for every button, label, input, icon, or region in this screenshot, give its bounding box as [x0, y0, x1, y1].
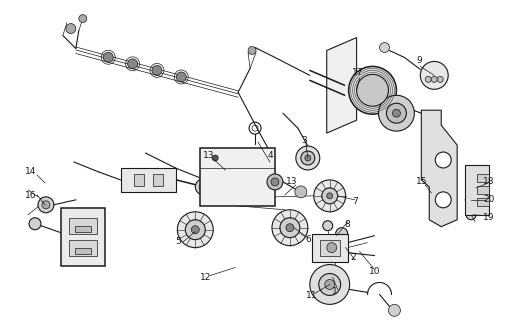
Circle shape — [465, 196, 473, 204]
Circle shape — [280, 218, 300, 238]
Circle shape — [336, 228, 348, 240]
Text: 9: 9 — [416, 56, 422, 65]
Text: 2: 2 — [351, 253, 357, 262]
Circle shape — [271, 178, 279, 186]
Circle shape — [29, 218, 41, 230]
Circle shape — [437, 76, 443, 82]
Bar — [75, 226, 91, 232]
Bar — [69, 218, 97, 234]
Text: 11: 11 — [306, 291, 317, 300]
Polygon shape — [421, 110, 457, 227]
Text: 6: 6 — [305, 235, 311, 244]
Bar — [75, 248, 91, 253]
Circle shape — [393, 109, 400, 117]
Text: 20: 20 — [484, 195, 495, 204]
Circle shape — [66, 24, 76, 34]
Text: 15: 15 — [416, 177, 427, 187]
Circle shape — [79, 15, 87, 23]
Bar — [69, 240, 97, 256]
Bar — [61, 208, 105, 266]
Circle shape — [152, 65, 162, 76]
Circle shape — [310, 265, 350, 304]
Text: 13: 13 — [203, 150, 214, 160]
Circle shape — [325, 279, 335, 289]
Bar — [200, 148, 275, 206]
Circle shape — [195, 179, 211, 195]
Circle shape — [466, 210, 476, 220]
Circle shape — [103, 52, 113, 62]
Circle shape — [199, 183, 207, 191]
Circle shape — [435, 192, 451, 208]
Text: 17: 17 — [352, 68, 363, 77]
Circle shape — [185, 220, 205, 240]
Circle shape — [323, 221, 333, 231]
Circle shape — [305, 155, 311, 161]
Bar — [133, 174, 143, 186]
Text: 10: 10 — [369, 267, 380, 276]
Circle shape — [301, 151, 315, 165]
Circle shape — [286, 224, 294, 232]
Bar — [477, 198, 489, 206]
Polygon shape — [327, 37, 357, 133]
Circle shape — [435, 152, 451, 168]
Circle shape — [322, 188, 338, 204]
Text: 8: 8 — [345, 220, 351, 229]
Bar — [153, 174, 163, 186]
Circle shape — [327, 193, 333, 199]
Text: 5: 5 — [176, 237, 181, 246]
Bar — [121, 168, 176, 192]
Circle shape — [212, 155, 218, 161]
Text: 12: 12 — [199, 273, 211, 282]
Text: 13: 13 — [286, 177, 298, 187]
Circle shape — [357, 74, 388, 106]
Circle shape — [267, 174, 283, 190]
Text: 3: 3 — [301, 136, 307, 145]
Circle shape — [388, 304, 400, 316]
Circle shape — [38, 197, 54, 213]
Bar — [477, 174, 489, 182]
Circle shape — [379, 95, 414, 131]
Circle shape — [296, 146, 320, 170]
Circle shape — [421, 61, 448, 89]
Circle shape — [349, 67, 396, 114]
Bar — [477, 186, 489, 194]
Text: 16: 16 — [25, 191, 37, 200]
Circle shape — [248, 46, 256, 54]
Circle shape — [127, 59, 138, 69]
Text: 19: 19 — [484, 213, 495, 222]
Text: 14: 14 — [25, 167, 37, 176]
Circle shape — [42, 201, 50, 209]
Circle shape — [272, 210, 308, 246]
Circle shape — [379, 43, 389, 52]
Circle shape — [468, 182, 480, 194]
Text: 7: 7 — [352, 197, 358, 206]
Circle shape — [191, 226, 199, 234]
Bar — [320, 240, 340, 256]
Bar — [465, 165, 489, 215]
Circle shape — [425, 76, 431, 82]
Bar — [312, 234, 348, 261]
Circle shape — [431, 76, 437, 82]
Circle shape — [319, 274, 341, 295]
Text: 1: 1 — [332, 287, 338, 296]
Circle shape — [387, 103, 406, 123]
Text: 18: 18 — [484, 177, 495, 187]
Circle shape — [177, 212, 213, 248]
Circle shape — [327, 243, 336, 252]
Circle shape — [314, 180, 345, 212]
Circle shape — [295, 186, 307, 198]
Text: 4: 4 — [267, 150, 273, 160]
Circle shape — [176, 72, 186, 82]
